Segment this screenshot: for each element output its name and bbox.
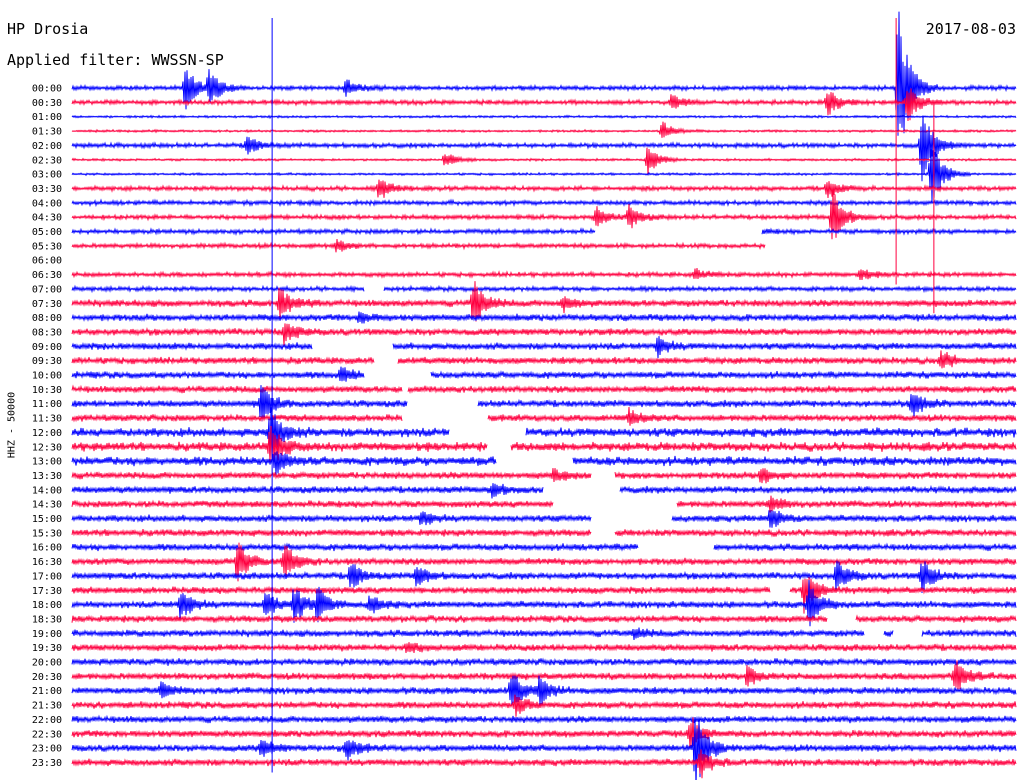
trace-row xyxy=(71,483,1017,499)
row-time-label: 07:30 xyxy=(32,299,62,310)
row-time-label: 19:00 xyxy=(32,629,62,640)
trace-row xyxy=(71,267,1017,281)
row-time-label: 14:30 xyxy=(32,500,62,511)
trace-row xyxy=(71,717,1017,749)
row-time-label: 20:30 xyxy=(32,672,62,683)
row-time-label: 09:30 xyxy=(32,356,62,367)
row-time-label: 10:30 xyxy=(32,385,62,396)
trace-row xyxy=(71,227,1017,236)
trace-row xyxy=(71,660,1017,690)
row-time-label: 00:00 xyxy=(32,84,62,95)
row-time-label: 18:00 xyxy=(32,600,62,611)
trace-row xyxy=(71,179,1017,199)
row-time-label: 00:30 xyxy=(32,98,62,109)
trace-row xyxy=(71,149,1017,202)
row-time-label: 23:30 xyxy=(32,758,62,769)
trace-row xyxy=(71,749,1017,779)
trace-row xyxy=(71,694,1017,717)
trace-row xyxy=(71,560,1017,594)
trace-row xyxy=(71,406,1017,426)
trace-row xyxy=(71,385,1017,422)
trace-row xyxy=(71,468,1017,484)
row-time-label: 16:00 xyxy=(32,543,62,554)
row-time-label: 17:00 xyxy=(32,571,62,582)
row-time-label: 02:00 xyxy=(32,141,62,152)
row-time-label: 22:30 xyxy=(32,729,62,740)
row-time-label: 20:00 xyxy=(32,658,62,669)
trace-row xyxy=(71,336,1017,359)
trace-row xyxy=(71,384,1017,394)
trace-row xyxy=(71,11,1017,136)
row-time-label: 01:00 xyxy=(32,112,62,123)
row-time-label: 15:30 xyxy=(32,528,62,539)
row-time-label: 06:00 xyxy=(32,256,62,267)
trace-row xyxy=(71,189,1017,240)
trace-row xyxy=(71,542,1017,582)
row-time-label: 19:30 xyxy=(32,643,62,654)
row-time-label: 08:00 xyxy=(32,313,62,324)
row-time-label: 23:00 xyxy=(32,744,62,755)
trace-row xyxy=(71,675,1017,706)
row-time-label: 16:30 xyxy=(32,557,62,568)
filter-label: Applied filter: WWSSN-SP xyxy=(7,51,224,69)
trace-row xyxy=(71,407,1017,460)
row-time-label: 22:00 xyxy=(32,715,62,726)
row-time-label: 13:30 xyxy=(32,471,62,482)
row-time-label: 11:30 xyxy=(32,414,62,425)
trace-row xyxy=(71,495,1017,513)
row-time-label: 03:30 xyxy=(32,184,62,195)
row-time-label: 06:30 xyxy=(32,270,62,281)
row-time-label: 14:00 xyxy=(32,485,62,496)
row-time-label: 08:30 xyxy=(32,327,62,338)
row-time-label: 10:00 xyxy=(32,371,62,382)
row-time-label: 07:00 xyxy=(32,284,62,295)
trace-row xyxy=(71,714,1017,724)
trace-row xyxy=(71,425,1017,463)
trace-row xyxy=(71,281,1017,322)
trace-row xyxy=(71,717,1017,780)
trace-row xyxy=(71,121,1017,138)
row-time-label: 15:00 xyxy=(32,514,62,525)
date-label: 2017-08-03 xyxy=(925,20,1016,38)
trace-row xyxy=(71,366,1017,382)
trace-row xyxy=(71,147,1017,176)
trace-row xyxy=(71,542,1017,552)
row-time-label: 21:30 xyxy=(32,701,62,712)
trace-row xyxy=(71,350,1017,369)
trace-row xyxy=(71,239,766,253)
row-time-label: 11:00 xyxy=(32,399,62,410)
trace-row xyxy=(71,642,1017,654)
row-time-label: 12:30 xyxy=(32,442,62,453)
row-time-label: 02:30 xyxy=(32,155,62,166)
trace-row xyxy=(71,114,1017,120)
trace-row xyxy=(71,577,1017,614)
trace-row xyxy=(71,311,1017,324)
row-time-label: 01:30 xyxy=(32,127,62,138)
station-title: HP Drosia xyxy=(7,20,89,38)
row-time-label: 05:30 xyxy=(32,241,62,252)
trace-row xyxy=(71,323,1017,346)
trace-row xyxy=(71,284,1017,294)
row-time-label: 18:30 xyxy=(32,614,62,625)
trace-row xyxy=(71,579,1017,627)
row-time-label: 03:00 xyxy=(32,170,62,181)
row-time-label: 17:30 xyxy=(32,586,62,597)
trace-row xyxy=(71,115,1017,182)
row-time-label: 21:00 xyxy=(32,686,62,697)
trace-row xyxy=(71,510,1017,528)
trace-row xyxy=(71,614,1017,624)
row-time-label: 13:00 xyxy=(32,457,62,468)
row-time-label: 05:00 xyxy=(32,227,62,238)
trace-row xyxy=(71,657,1017,667)
row-time-label: 09:00 xyxy=(32,342,62,353)
row-time-label: 04:00 xyxy=(32,198,62,209)
trace-row xyxy=(71,528,1017,538)
row-time-label: 12:00 xyxy=(32,428,62,439)
trace-row xyxy=(71,88,1017,122)
trace-row xyxy=(71,627,1017,641)
row-time-label: 04:30 xyxy=(32,213,62,224)
trace-row xyxy=(71,198,1017,208)
trace-row xyxy=(71,451,1017,475)
